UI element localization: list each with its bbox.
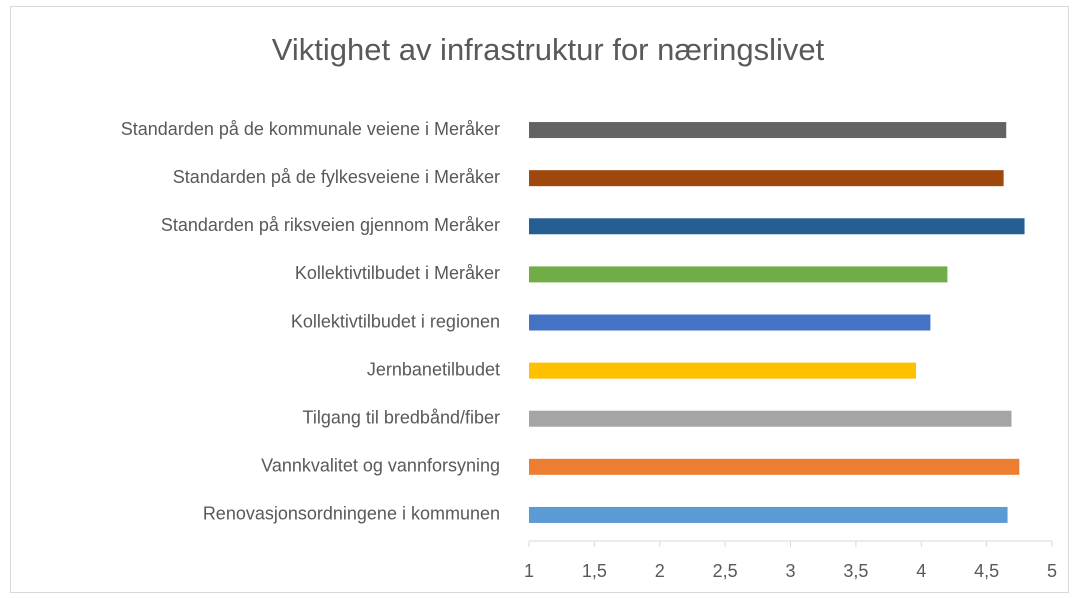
chart-title: Viktighet av infrastruktur for næringsli…	[272, 32, 825, 67]
x-tick-label: 2,5	[713, 561, 738, 581]
x-tick-label: 2	[655, 561, 665, 581]
y-tick-label: Vannkvalitet og vannforsyning	[261, 456, 500, 476]
x-tick-label: 1	[524, 561, 534, 581]
bar	[529, 218, 1025, 235]
x-tick-label: 1,5	[582, 561, 607, 581]
bar	[529, 362, 917, 379]
bar	[529, 170, 1004, 187]
bar	[529, 314, 931, 331]
bar	[529, 122, 1007, 139]
chart-frame	[10, 6, 1069, 593]
y-tick-label: Standarden på riksveien gjennom Meråker	[161, 215, 500, 235]
y-tick-label: Standarden på de fylkesveiene i Meråker	[173, 167, 500, 187]
bar	[529, 410, 1012, 427]
x-tick-label: 3	[785, 561, 795, 581]
bar	[529, 266, 948, 283]
bar	[529, 458, 1020, 475]
x-tick-label: 4,5	[974, 561, 999, 581]
y-tick-label: Renovasjonsordningene i kommunen	[203, 504, 500, 524]
y-tick-label: Standarden på de kommunale veiene i Merå…	[121, 119, 500, 139]
x-tick-label: 4	[916, 561, 926, 581]
y-tick-label: Jernbanetilbudet	[367, 359, 500, 379]
x-tick-label: 5	[1047, 561, 1057, 581]
y-tick-label: Kollektivtilbudet i regionen	[291, 311, 500, 331]
y-tick-label: Kollektivtilbudet i Meråker	[295, 263, 500, 283]
y-tick-label: Tilgang til bredbånd/fiber	[303, 407, 500, 427]
x-tick-label: 3,5	[843, 561, 868, 581]
bar	[529, 506, 1008, 523]
